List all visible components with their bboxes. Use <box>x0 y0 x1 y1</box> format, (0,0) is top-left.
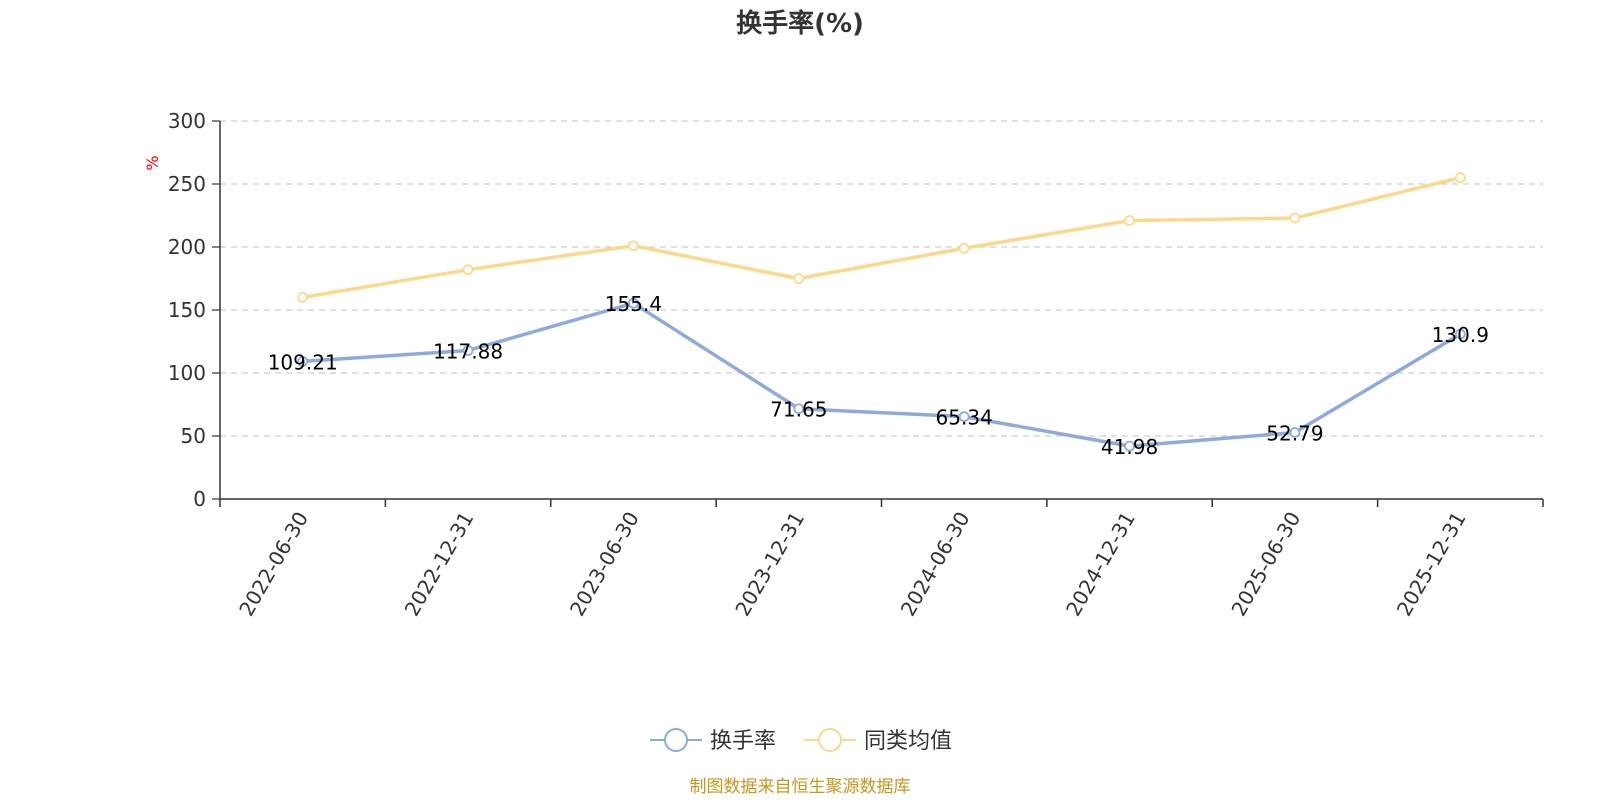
legend-item-1[interactable]: 同类均值 <box>804 728 952 754</box>
legend-marker <box>818 728 842 752</box>
series-line-1 <box>300 175 1463 300</box>
data-label: 52.79 <box>1266 421 1323 445</box>
data-source-note: 制图数据来自恒生聚源数据库 <box>690 777 911 797</box>
x-tick-label: 2022-06-30 <box>234 508 313 621</box>
legend[interactable]: 换手率 同类均值 <box>650 728 952 754</box>
chart-title: 换手率(%) <box>736 8 864 39</box>
x-tick-label: 2023-06-30 <box>565 508 644 621</box>
data-point[interactable] <box>793 403 805 415</box>
legend-label: 同类均值 <box>864 729 952 754</box>
data-label: 155.4 <box>605 292 662 316</box>
y-axis-unit-label: % <box>143 155 162 170</box>
series-line-0 <box>300 301 1463 448</box>
data-label: 41.98 <box>1101 435 1158 459</box>
data-point[interactable] <box>958 242 970 254</box>
x-tick-label: 2024-12-31 <box>1061 508 1140 621</box>
data-point[interactable] <box>297 291 309 303</box>
data-point[interactable] <box>1289 427 1301 438</box>
data-point[interactable] <box>793 273 805 284</box>
data-label: 117.88 <box>433 339 503 363</box>
legend-marker <box>664 728 688 752</box>
data-point[interactable] <box>1124 215 1135 226</box>
legend-item-0[interactable]: 换手率 <box>650 728 776 754</box>
x-tick-label: 2025-06-30 <box>1226 508 1305 621</box>
x-tick-label: 2022-12-31 <box>399 508 478 621</box>
grid-lines <box>220 120 1543 437</box>
legend-label: 换手率 <box>710 729 776 754</box>
data-point[interactable] <box>462 264 474 276</box>
data-point[interactable] <box>1289 212 1301 224</box>
series-lines <box>297 172 1466 452</box>
x-tick-label: 2024-06-30 <box>896 508 975 621</box>
data-point[interactable] <box>1454 328 1466 340</box>
data-label: 65.34 <box>936 406 993 430</box>
x-tick-label: 2025-12-31 <box>1392 508 1471 621</box>
data-point[interactable] <box>297 355 309 367</box>
data-label: 130.9 <box>1432 323 1489 347</box>
data-label: 109.21 <box>268 350 338 374</box>
data-point[interactable] <box>462 345 474 356</box>
y-tick-label: 200 <box>168 235 206 259</box>
data-point[interactable] <box>628 297 639 309</box>
data-labels: 109.21 117.88 155.4 71.65 65.34 41.98 52.79 130… <box>268 292 1489 459</box>
y-tick-label: 50 <box>181 424 206 448</box>
data-point[interactable] <box>1454 172 1466 184</box>
y-tick-label: 250 <box>168 172 206 196</box>
data-point[interactable] <box>628 240 639 252</box>
data-point[interactable] <box>1124 440 1135 452</box>
axes: 0 50 100 150 200 250 300 2022-06-30 2022-12-31 20… <box>168 109 1544 621</box>
data-label: 71.65 <box>770 398 827 422</box>
y-tick-label: 150 <box>168 298 206 322</box>
y-tick-label: 300 <box>168 109 206 133</box>
x-tick-label: 2023-12-31 <box>730 508 809 621</box>
y-tick-label: 0 <box>193 487 206 511</box>
y-tick-label: 100 <box>168 361 206 385</box>
data-point[interactable] <box>958 411 970 423</box>
